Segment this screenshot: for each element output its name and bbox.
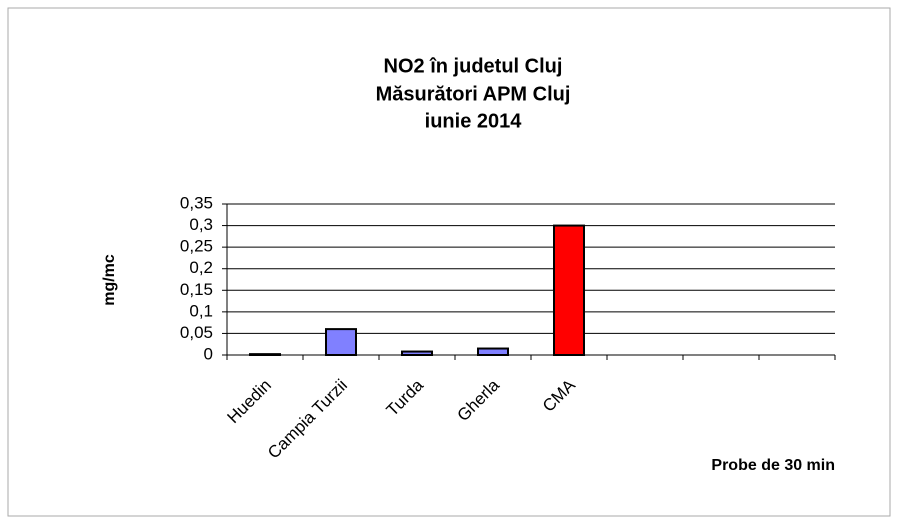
x-axis-label: Probe de 30 min <box>711 457 835 474</box>
y-tick-label: 0,35 <box>180 193 213 212</box>
y-tick-label: 0,1 <box>189 301 213 320</box>
chart-title: Măsurători APM Cluj <box>376 83 571 105</box>
y-tick-label: 0 <box>204 344 213 363</box>
bar <box>477 347 509 356</box>
y-axis-label: mg/mc <box>101 254 118 306</box>
bar <box>249 353 281 357</box>
x-tick-label: Gherla <box>453 375 503 425</box>
y-tick-label: 0,2 <box>189 258 213 277</box>
y-tick-label: 0,05 <box>180 323 213 342</box>
x-tick-label: Huedin <box>223 376 275 428</box>
chart-frame <box>7 7 891 517</box>
bar <box>325 328 357 357</box>
chart-title: NO2 în judetul Cluj <box>384 55 563 77</box>
x-tick-label: Campia Turzii <box>264 376 351 463</box>
y-tick-label: 0,25 <box>180 237 213 256</box>
chart-title: iunie 2014 <box>425 110 523 132</box>
bar <box>401 350 433 357</box>
y-tick-label: 0,15 <box>180 280 213 299</box>
bar <box>553 224 585 356</box>
y-tick-label: 0,3 <box>189 215 213 234</box>
x-tick-label: CMA <box>539 375 580 416</box>
x-tick-label: Turda <box>383 375 428 420</box>
